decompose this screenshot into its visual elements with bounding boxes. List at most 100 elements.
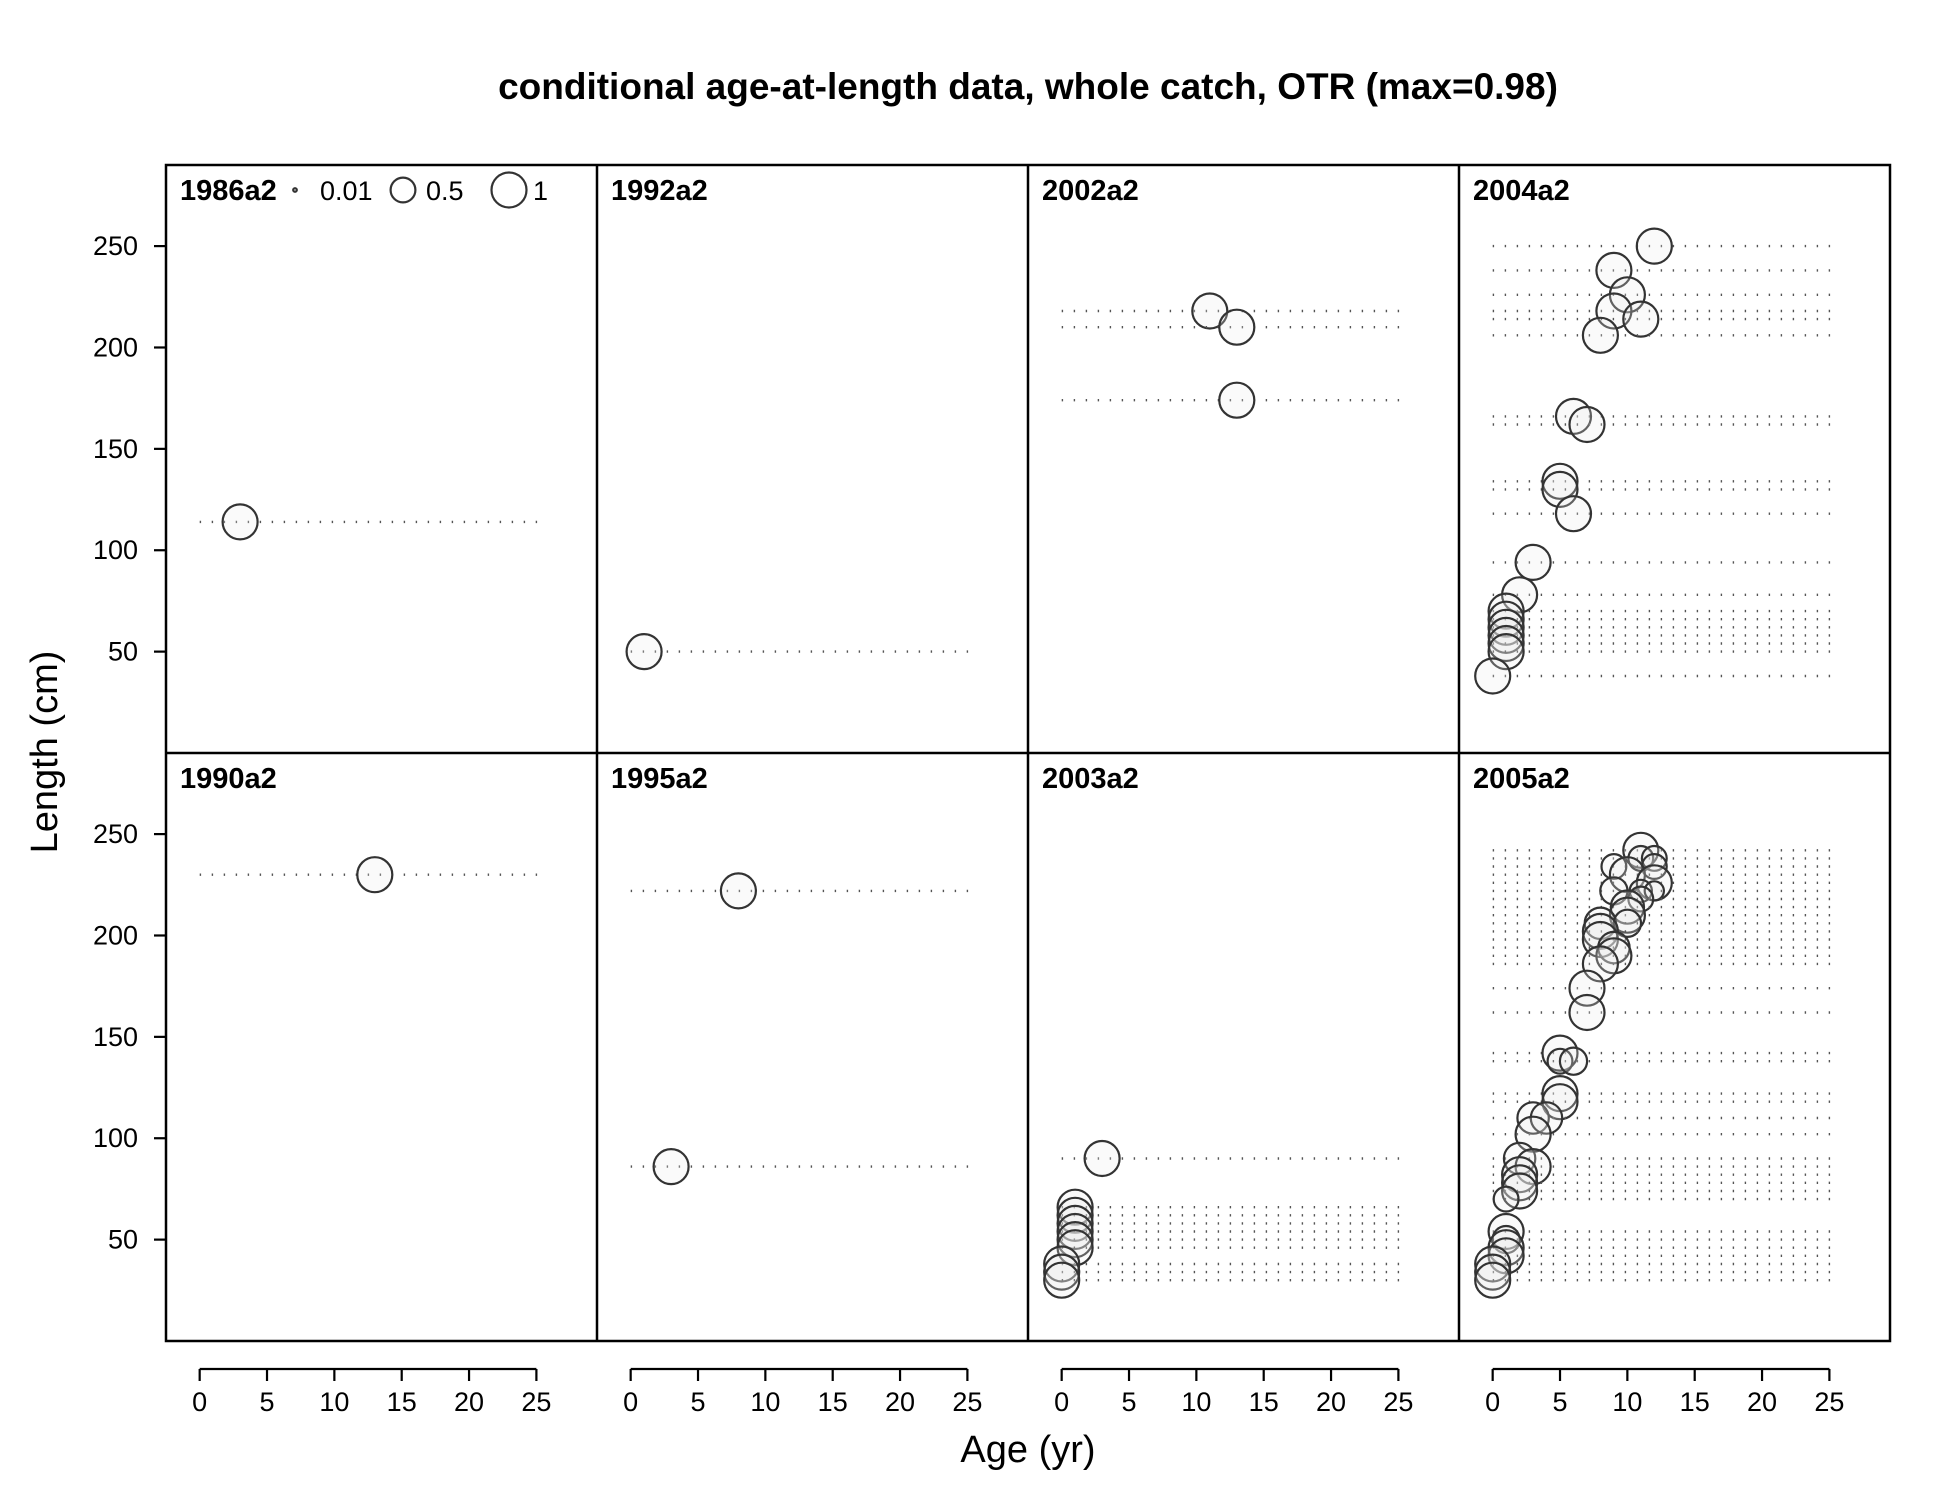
data-bubble bbox=[1043, 1245, 1081, 1283]
data-bubble bbox=[1056, 1212, 1094, 1251]
data-bubble bbox=[1487, 616, 1525, 655]
x-tick-label: 10 bbox=[1181, 1387, 1211, 1417]
data-bubble bbox=[1643, 880, 1666, 902]
legend-bubble bbox=[292, 187, 298, 193]
panel-label: 1986a2 bbox=[180, 175, 277, 207]
data-bubble bbox=[1043, 1253, 1081, 1291]
panel-label: 2004a2 bbox=[1473, 175, 1570, 207]
panel-label: 1995a2 bbox=[611, 763, 708, 795]
data-bubble bbox=[1500, 1172, 1539, 1210]
x-tick-label: 20 bbox=[1316, 1387, 1346, 1417]
x-tick-label: 15 bbox=[818, 1387, 848, 1417]
y-tick-label: 250 bbox=[93, 231, 138, 261]
y-tick-label: 200 bbox=[93, 332, 138, 362]
data-bubble bbox=[1191, 292, 1229, 330]
x-tick-label: 5 bbox=[1553, 1387, 1568, 1417]
data-bubble bbox=[1600, 852, 1628, 880]
y-tick-label: 100 bbox=[93, 1123, 138, 1153]
legend: 0.01 0.5 1 bbox=[292, 171, 548, 209]
panel-1992a2: 1992a2 bbox=[611, 175, 969, 671]
y-tick-label: 100 bbox=[93, 535, 138, 565]
x-tick-label: 25 bbox=[521, 1387, 551, 1417]
legend-bubble bbox=[389, 176, 417, 204]
data-bubble bbox=[1581, 945, 1620, 983]
panel-label: 2005a2 bbox=[1473, 763, 1570, 795]
x-axis-label: Age (yr) bbox=[960, 1429, 1095, 1471]
panel-1995a2: 1995a2 bbox=[611, 763, 969, 1186]
data-bubble bbox=[1474, 1261, 1512, 1299]
legend-label: 1 bbox=[533, 176, 548, 206]
panel-label: 1992a2 bbox=[611, 175, 708, 207]
legend-label: 0.01 bbox=[320, 176, 373, 206]
legend-bubble bbox=[490, 171, 528, 209]
data-bubble bbox=[1581, 316, 1620, 354]
panel-2005a2: 2005a2 bbox=[1473, 763, 1831, 1299]
data-bubble bbox=[1474, 657, 1512, 695]
y-axis-label: Length (cm) bbox=[24, 651, 66, 854]
data-bubble bbox=[1500, 1164, 1539, 1202]
x-tick-label: 15 bbox=[387, 1387, 417, 1417]
data-bubble bbox=[1056, 1220, 1094, 1259]
data-bubble bbox=[1568, 405, 1606, 444]
data-bubble bbox=[719, 872, 758, 910]
data-bubble bbox=[1514, 543, 1552, 582]
x-tick-label: 0 bbox=[1485, 1387, 1500, 1417]
x-tick-label: 20 bbox=[1747, 1387, 1777, 1417]
panels-layer: 1986a2 1992a2 2002a2 2004a2 1990a2 1995a2 2003… bbox=[180, 175, 1831, 1299]
data-bubble bbox=[1487, 624, 1525, 663]
data-bubble bbox=[1541, 462, 1579, 500]
data-bubble bbox=[1474, 1245, 1512, 1283]
x-tick-label: 5 bbox=[1122, 1387, 1137, 1417]
data-bubble bbox=[1083, 1139, 1121, 1178]
data-bubble bbox=[652, 1147, 690, 1186]
data-bubble bbox=[1640, 844, 1668, 872]
x-tick-label: 10 bbox=[319, 1387, 349, 1417]
data-bubble bbox=[1474, 1253, 1512, 1291]
x-tick-label: 10 bbox=[1612, 1387, 1642, 1417]
data-bubble bbox=[1500, 1156, 1539, 1194]
data-bubble bbox=[1516, 1101, 1550, 1135]
x-tick-label: 0 bbox=[1054, 1387, 1069, 1417]
x-tick-label: 20 bbox=[454, 1387, 484, 1417]
data-bubble bbox=[1568, 993, 1606, 1032]
data-bubble bbox=[1541, 470, 1579, 508]
data-bubble bbox=[1487, 632, 1525, 671]
panel-label: 2002a2 bbox=[1042, 175, 1139, 207]
x-tick-label: 20 bbox=[885, 1387, 915, 1417]
data-bubble bbox=[221, 503, 259, 541]
x-tick-label: 25 bbox=[1383, 1387, 1413, 1417]
panel-2002a2: 2002a2 bbox=[1042, 175, 1400, 419]
data-bubble bbox=[1612, 908, 1643, 939]
x-tick-label: 25 bbox=[952, 1387, 982, 1417]
data-bubble bbox=[1558, 1046, 1589, 1076]
x-tick-label: 0 bbox=[192, 1387, 207, 1417]
data-bubble bbox=[1554, 495, 1593, 533]
chart-title: conditional age-at-length data, whole ca… bbox=[498, 66, 1558, 107]
data-bubble bbox=[1541, 1034, 1579, 1072]
x-tick-label: 15 bbox=[1249, 1387, 1279, 1417]
x-tick-label: 0 bbox=[623, 1387, 638, 1417]
y-tick-label: 200 bbox=[93, 920, 138, 950]
y-tick-label: 150 bbox=[93, 1022, 138, 1052]
data-bubble bbox=[1608, 896, 1647, 934]
legend-label: 0.5 bbox=[426, 176, 464, 206]
y-tick-label: 150 bbox=[93, 434, 138, 464]
panel-label: 1990a2 bbox=[180, 763, 277, 795]
data-bubble bbox=[1529, 1101, 1564, 1135]
y-tick-label: 50 bbox=[108, 637, 138, 667]
y-tick-label: 250 bbox=[93, 819, 138, 849]
data-bubble bbox=[1218, 381, 1256, 419]
data-bubble bbox=[1595, 251, 1633, 289]
data-bubble bbox=[625, 632, 663, 671]
y-tick-label: 50 bbox=[108, 1225, 138, 1255]
data-bubble bbox=[356, 856, 394, 894]
x-tick-label: 5 bbox=[691, 1387, 706, 1417]
panel-2003a2: 2003a2 bbox=[1042, 763, 1400, 1299]
x-tick-label: 5 bbox=[260, 1387, 275, 1417]
data-bubble bbox=[1622, 300, 1660, 338]
x-tick-label: 25 bbox=[1814, 1387, 1844, 1417]
panel-1986a2: 1986a2 bbox=[180, 175, 538, 541]
x-tick-label: 15 bbox=[1680, 1387, 1710, 1417]
